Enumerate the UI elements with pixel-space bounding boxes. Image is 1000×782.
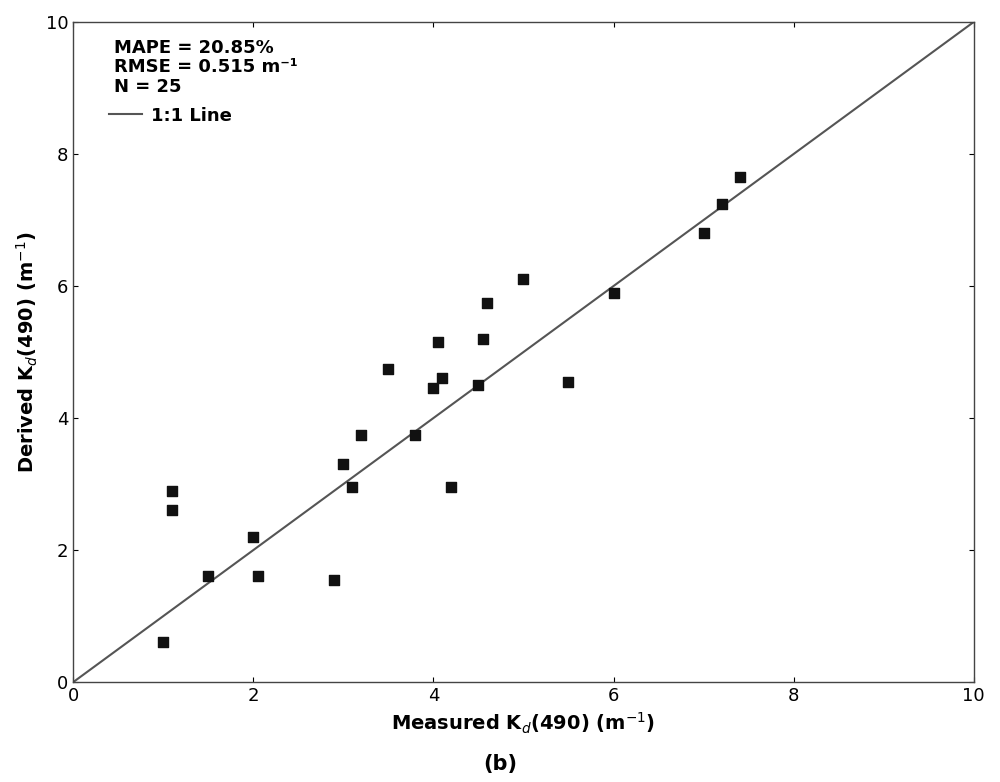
Point <box>606 286 622 299</box>
Point <box>515 273 531 285</box>
Point <box>344 481 360 493</box>
Point <box>164 484 180 497</box>
Y-axis label: Derived K$_d$(490) (m$^{-1}$): Derived K$_d$(490) (m$^{-1}$) <box>15 231 40 473</box>
Point <box>732 171 748 184</box>
Point <box>326 573 342 586</box>
Point <box>380 362 396 375</box>
Point <box>250 570 266 583</box>
Point <box>245 531 261 543</box>
Point <box>425 382 441 395</box>
Point <box>335 458 351 471</box>
Text: MAPE = 20.85%: MAPE = 20.85% <box>114 38 274 56</box>
Point <box>353 429 369 441</box>
Point <box>155 637 171 649</box>
Text: (b): (b) <box>483 754 517 774</box>
Legend: 1:1 Line: 1:1 Line <box>109 107 232 125</box>
Point <box>696 227 712 239</box>
Point <box>470 378 486 391</box>
Point <box>407 429 423 441</box>
Point <box>560 375 576 388</box>
Point <box>434 372 450 385</box>
Point <box>479 296 495 309</box>
Point <box>200 570 216 583</box>
X-axis label: Measured K$_d$(490) (m$^{-1}$): Measured K$_d$(490) (m$^{-1}$) <box>391 711 655 736</box>
Point <box>430 336 446 349</box>
Point <box>443 481 459 493</box>
Text: N = 25: N = 25 <box>114 78 181 96</box>
Point <box>475 332 491 345</box>
Point <box>164 504 180 517</box>
Point <box>714 197 730 210</box>
Text: RMSE = 0.515 m⁻¹: RMSE = 0.515 m⁻¹ <box>114 59 298 77</box>
